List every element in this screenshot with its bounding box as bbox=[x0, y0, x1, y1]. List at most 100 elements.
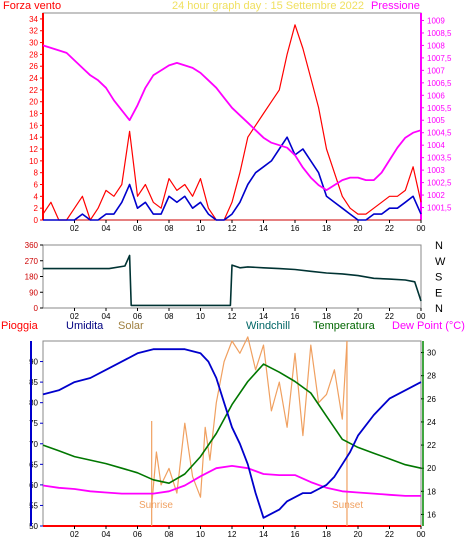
temp-tick-label: 16 bbox=[427, 510, 436, 519]
solar-line bbox=[151, 336, 348, 506]
right-tick-label: 1005,5 bbox=[427, 104, 452, 113]
x-tick-label: 08 bbox=[165, 530, 174, 539]
header-pressure-label: Pressione bbox=[371, 0, 420, 12]
temp-tick-label: 24 bbox=[427, 418, 436, 427]
humidity-tick-label: 80 bbox=[29, 399, 38, 408]
right-tick-label: 1006 bbox=[427, 91, 445, 100]
pressure-line bbox=[42, 44, 422, 192]
left-tick-label: 6 bbox=[34, 181, 39, 190]
temperature-line bbox=[42, 363, 422, 485]
x-tick-label: 20 bbox=[354, 224, 363, 233]
right-tick-label: 1009 bbox=[427, 16, 445, 25]
left-tick-label: 18 bbox=[29, 110, 38, 119]
x-tick-label: 08 bbox=[165, 224, 174, 233]
humidity-tick-label: 75 bbox=[29, 419, 38, 428]
label-sunrise: Sunrise bbox=[139, 500, 173, 511]
right-tick-label: 1004 bbox=[427, 141, 445, 150]
x-tick-label: 20 bbox=[354, 312, 363, 321]
right-tick-label: 1003 bbox=[427, 166, 445, 175]
x-tick-label: 12 bbox=[228, 530, 237, 539]
compass-label: N bbox=[435, 240, 443, 252]
right-tick-label: 1008,5 bbox=[427, 29, 452, 38]
x-tick-label: 14 bbox=[259, 312, 268, 321]
header-wind-label: Forza vento bbox=[3, 0, 62, 12]
x-tick-label: 04 bbox=[102, 312, 111, 321]
humidity-tick-label: 50 bbox=[29, 522, 38, 531]
wind-speed-line bbox=[42, 24, 422, 221]
temp-tick-label: 28 bbox=[427, 372, 436, 381]
direction-tick-label: 180 bbox=[25, 273, 39, 282]
x-tick-label: 10 bbox=[196, 224, 205, 233]
temp-tick-label: 20 bbox=[427, 464, 436, 473]
x-tick-label: 12 bbox=[228, 224, 237, 233]
compass-label: W bbox=[435, 256, 446, 268]
left-tick-label: 12 bbox=[29, 145, 38, 154]
left-tick-label: 32 bbox=[29, 27, 38, 36]
humidity-line bbox=[42, 348, 422, 519]
left-tick-label: 8 bbox=[34, 169, 39, 178]
x-tick-label: 16 bbox=[291, 312, 300, 321]
left-tick-label: 20 bbox=[29, 98, 38, 107]
left-tick-label: 30 bbox=[29, 39, 38, 48]
direction-tick-label: 0 bbox=[34, 304, 39, 313]
x-tick-label: 18 bbox=[322, 312, 331, 321]
label-dewpoint: Dew Point (°C) bbox=[392, 320, 465, 332]
direction-tick-label: 90 bbox=[29, 288, 38, 297]
direction-tick-label: 270 bbox=[25, 257, 39, 266]
x-tick-label: 22 bbox=[385, 530, 394, 539]
right-tick-label: 1008 bbox=[427, 41, 445, 50]
x-tick-label: 16 bbox=[291, 530, 300, 539]
temp-tick-label: 22 bbox=[427, 441, 436, 450]
right-tick-label: 1007 bbox=[427, 66, 445, 75]
compass-label: E bbox=[435, 287, 442, 299]
label-temperatura: Temperatura bbox=[313, 320, 375, 332]
compass-label: S bbox=[435, 272, 442, 284]
x-tick-label: 14 bbox=[259, 530, 268, 539]
label-sunset: Sunset bbox=[332, 500, 364, 511]
x-tick-label: 06 bbox=[133, 312, 142, 321]
left-tick-label: 0 bbox=[34, 216, 39, 225]
x-tick-label: 14 bbox=[259, 224, 268, 233]
x-tick-label: 00 bbox=[417, 312, 426, 321]
x-tick-label: 06 bbox=[133, 530, 142, 539]
humidity-tick-label: 85 bbox=[29, 378, 38, 387]
x-tick-label: 12 bbox=[228, 312, 237, 321]
temp-tick-label: 18 bbox=[427, 487, 436, 496]
x-tick-label: 20 bbox=[354, 530, 363, 539]
dewpoint-line bbox=[42, 464, 421, 497]
right-tick-label: 1006,5 bbox=[427, 79, 452, 88]
x-tick-label: 22 bbox=[385, 224, 394, 233]
x-tick-label: 10 bbox=[196, 530, 205, 539]
x-tick-label: 08 bbox=[165, 312, 174, 321]
label-solar: Solar bbox=[118, 320, 144, 332]
left-tick-label: 16 bbox=[29, 121, 38, 130]
humidity-tick-label: 65 bbox=[29, 460, 38, 469]
x-tick-label: 02 bbox=[70, 312, 79, 321]
label-windchill: Windchill bbox=[246, 320, 291, 332]
left-tick-label: 26 bbox=[29, 62, 38, 71]
left-tick-label: 28 bbox=[29, 50, 38, 59]
x-tick-label: 16 bbox=[291, 224, 300, 233]
left-tick-label: 2 bbox=[34, 204, 39, 213]
right-tick-label: 1001,5 bbox=[427, 204, 452, 213]
left-tick-label: 4 bbox=[34, 192, 39, 201]
left-tick-label: 24 bbox=[29, 74, 38, 83]
right-tick-label: 1004,5 bbox=[427, 129, 452, 138]
x-tick-label: 00 bbox=[417, 530, 426, 539]
wind-direction-line bbox=[43, 254, 422, 307]
temp-tick-label: 30 bbox=[427, 349, 436, 358]
label-umidita: Umidita bbox=[66, 320, 104, 332]
x-tick-label: 06 bbox=[133, 224, 142, 233]
x-tick-label: 22 bbox=[385, 312, 394, 321]
right-tick-label: 1005 bbox=[427, 116, 445, 125]
right-tick-label: 1003,5 bbox=[427, 154, 452, 163]
x-tick-label: 18 bbox=[322, 224, 331, 233]
left-tick-label: 10 bbox=[29, 157, 38, 166]
x-tick-label: 02 bbox=[70, 530, 79, 539]
x-tick-label: 10 bbox=[196, 312, 205, 321]
humidity-tick-label: 90 bbox=[29, 358, 38, 367]
left-tick-label: 14 bbox=[29, 133, 38, 142]
right-tick-label: 1002 bbox=[427, 191, 445, 200]
